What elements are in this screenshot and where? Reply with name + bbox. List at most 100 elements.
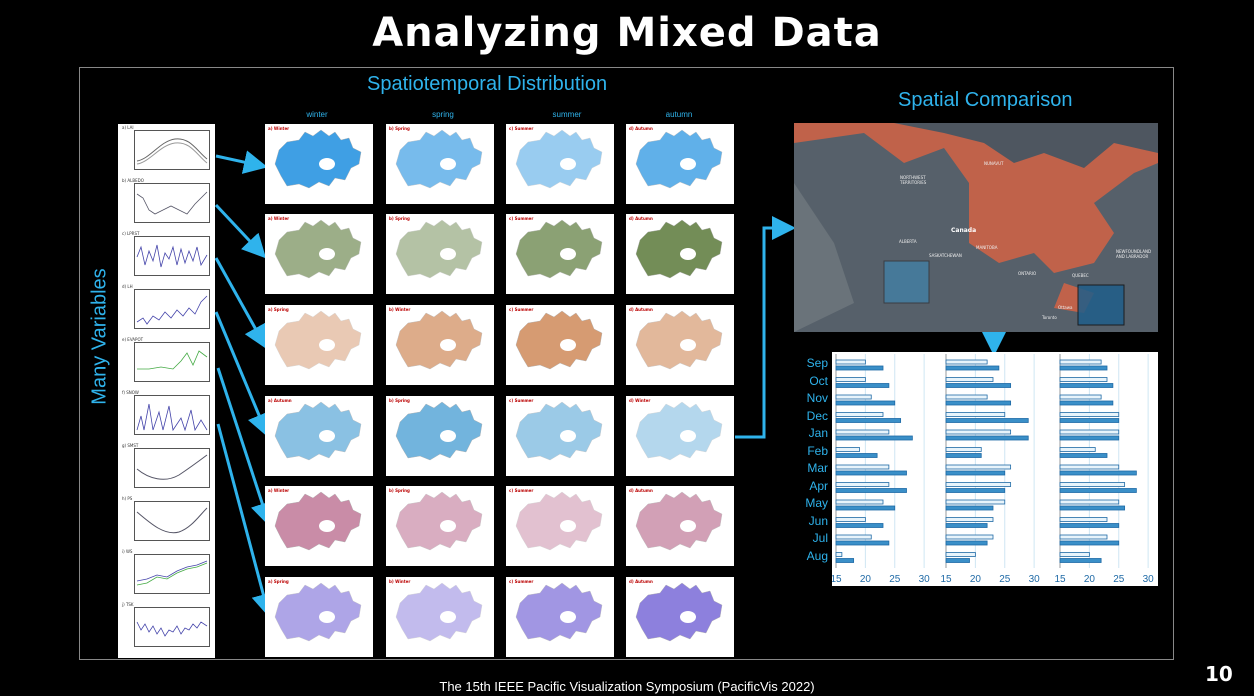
variable-plot: e) EVAPOT (122, 337, 211, 386)
variable-plot: f) SNOW (122, 390, 211, 439)
bar (1059, 429, 1120, 435)
season-map-tag: d) Autumn (629, 579, 653, 584)
variable-label: i) WS (122, 549, 133, 554)
month-label: Aug (806, 548, 828, 563)
bar (945, 359, 988, 365)
bar (835, 359, 866, 365)
bar (1059, 400, 1114, 406)
season-map-tag: a) Spring (268, 579, 289, 584)
bar (1059, 552, 1090, 557)
season-map-cell: c) Summer (506, 214, 614, 294)
bar (945, 464, 1012, 470)
bar (945, 429, 1012, 435)
map-label-manitoba: MANITOBA (976, 245, 998, 250)
map-label-newfoundland: NEWFOUNDLAND AND LABRADOR (1116, 249, 1152, 259)
bar (835, 377, 866, 382)
x-tick-label: 20 (1084, 574, 1096, 585)
bar (945, 365, 1000, 371)
season-map-cell: a) Autumn (265, 396, 373, 476)
season-map-tag: b) Spring (389, 398, 410, 403)
season-map-cell: b) Winter (386, 577, 494, 657)
x-tick-label: 25 (1113, 574, 1125, 585)
x-tick-label: 25 (999, 574, 1011, 585)
variables-timeseries-column: a) LAI b) ALBEDO c) LPRST d) LH e) EVAPO… (118, 124, 215, 658)
bar (945, 435, 1029, 441)
bar (1059, 447, 1096, 452)
x-tick-label: 15 (940, 574, 952, 585)
season-map-cell: d) Autumn (626, 124, 734, 204)
variable-plot: b) ALBEDO (122, 178, 211, 227)
season-label-spring: spring (432, 110, 454, 119)
variable-plot: c) LPRST (122, 231, 211, 280)
season-map-tag: a) Autumn (268, 398, 292, 403)
bar (835, 517, 866, 522)
bar (1059, 383, 1114, 388)
bar (945, 534, 994, 540)
variable-label: e) EVAPOT (122, 337, 144, 342)
bar (835, 447, 860, 452)
month-label: Nov (806, 391, 828, 405)
bar (945, 505, 994, 511)
bar (945, 540, 988, 546)
season-map-cell: b) Spring (386, 214, 494, 294)
x-tick-label: 25 (889, 574, 901, 585)
slide-title: Analyzing Mixed Data (372, 10, 882, 56)
month-label: Jan (808, 426, 828, 440)
bar (835, 429, 890, 435)
variable-label: h) PS (122, 496, 133, 501)
season-map-tag: a) Spring (268, 307, 289, 312)
map-label-quebec: QUEBEC (1072, 273, 1089, 278)
map-label-alberta: ALBERTA (899, 239, 917, 244)
bar (1059, 482, 1126, 487)
bar (835, 394, 872, 400)
season-map-tag: a) Winter (268, 488, 290, 493)
bar (1059, 365, 1108, 371)
bar (945, 499, 1006, 505)
season-map-tag: d) Autumn (629, 488, 653, 493)
bar (945, 453, 982, 458)
season-map-cell: c) Summer (506, 305, 614, 385)
season-map-cell: b) Spring (386, 396, 494, 476)
bar (835, 383, 890, 388)
bar (1059, 394, 1102, 400)
x-tick-label: 30 (1029, 574, 1041, 585)
month-label: Sep (806, 356, 828, 370)
variable-label: j) TSK (122, 602, 134, 607)
month-label: May (805, 496, 828, 510)
bar (1059, 523, 1120, 528)
bar (945, 377, 994, 382)
bar (1059, 505, 1126, 511)
spatial-comparison-heading: Spatial Comparison (898, 89, 1073, 111)
bar (945, 552, 976, 557)
bar (945, 412, 1006, 417)
season-map-cell: a) Winter (265, 214, 373, 294)
season-label-winter: winter (306, 110, 328, 119)
season-map-cell: c) Summer (506, 486, 614, 566)
season-label-summer: summer (552, 110, 582, 119)
bar (945, 523, 988, 528)
page-number: 10 (1205, 662, 1233, 686)
bar (835, 488, 907, 493)
season-map-tag: b) Spring (389, 216, 410, 221)
footer-text: The 15th IEEE Pacific Visualization Symp… (439, 679, 815, 694)
bar (1059, 499, 1120, 505)
season-map-cell: d) Autumn (626, 305, 734, 385)
map-label-saskatchewan: SASKATCHEWAN (929, 253, 962, 258)
x-tick-label: 20 (860, 574, 872, 585)
map-label-ottawa: Ottawa (1058, 305, 1073, 310)
season-map-cell: c) Summer (506, 396, 614, 476)
x-tick-label: 20 (970, 574, 982, 585)
season-map-cell: b) Winter (386, 305, 494, 385)
bar (945, 488, 1006, 493)
season-map-cell: b) Spring (386, 124, 494, 204)
month-label: Dec (806, 408, 828, 423)
bar (1059, 377, 1108, 382)
bar-chart-svg: 15 20 25 30 15 20 25 30 15 20 25 30 (830, 354, 1154, 585)
variable-label: b) ALBEDO (122, 178, 144, 183)
map-label-nwt: NORTHWEST TERRITORIES (900, 175, 927, 185)
x-tick-label: 30 (919, 574, 931, 585)
season-map-tag: b) Spring (389, 488, 410, 493)
bar (945, 558, 970, 563)
variable-plot: d) LH (122, 284, 211, 333)
season-map-cell: a) Spring (265, 577, 373, 657)
